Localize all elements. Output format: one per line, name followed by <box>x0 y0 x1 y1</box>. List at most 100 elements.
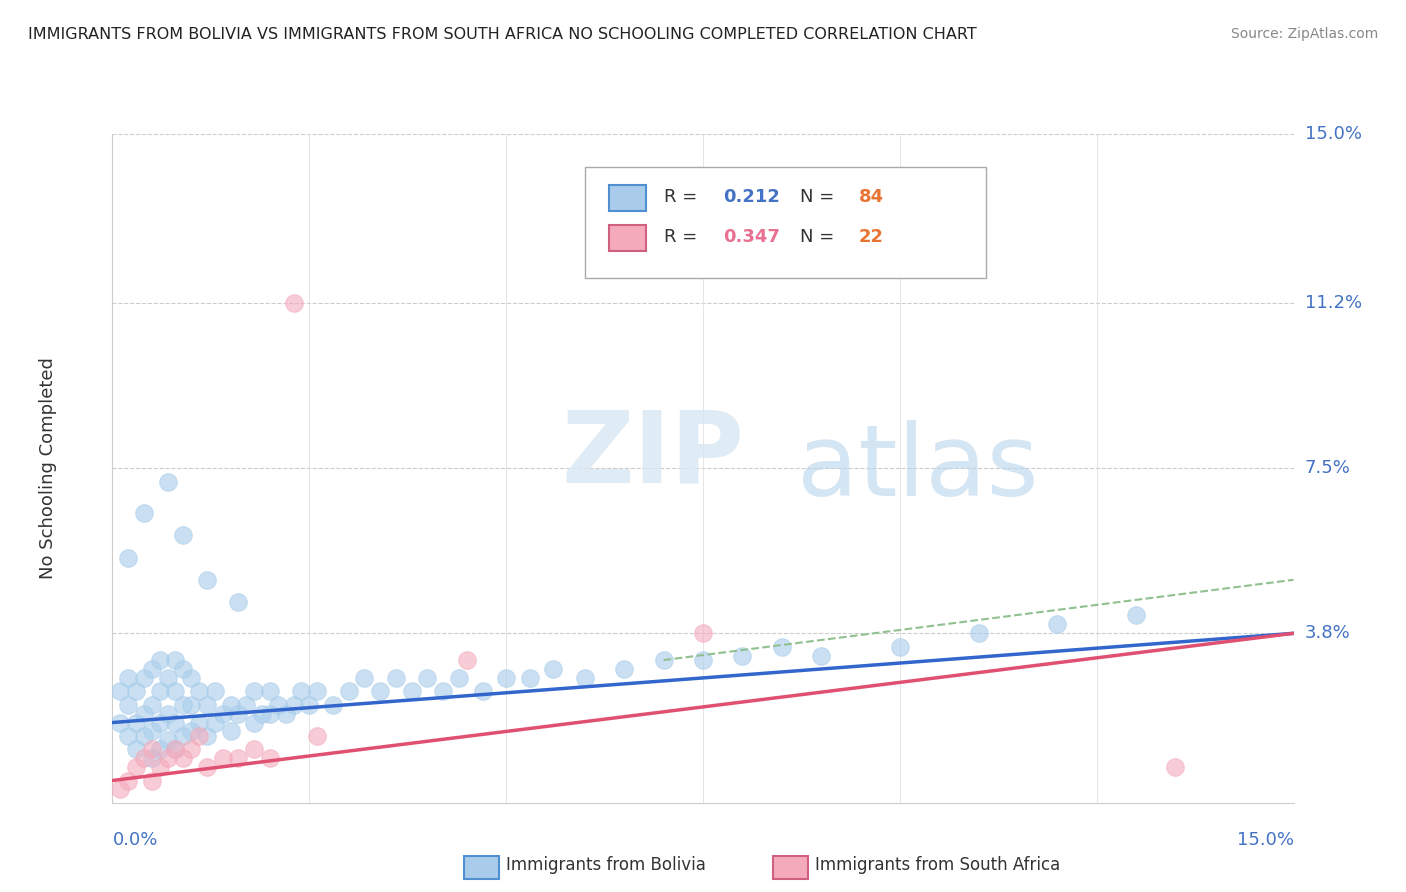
Point <box>731 648 754 663</box>
Point <box>165 653 187 667</box>
Point <box>290 684 312 698</box>
Text: 22: 22 <box>859 228 884 246</box>
Text: 15.0%: 15.0% <box>1236 830 1294 848</box>
Point <box>141 662 163 676</box>
Point <box>574 671 596 685</box>
Point <box>298 698 321 712</box>
Point <box>211 706 233 721</box>
Point <box>132 506 155 520</box>
Text: Source: ZipAtlas.com: Source: ZipAtlas.com <box>1230 27 1378 41</box>
Point <box>156 751 179 765</box>
Point <box>141 724 163 739</box>
Point <box>219 724 242 739</box>
Point <box>259 751 281 765</box>
Point <box>432 684 454 698</box>
Text: R =: R = <box>664 228 703 246</box>
Point <box>165 742 187 756</box>
Point <box>368 684 391 698</box>
Point <box>125 684 148 698</box>
Text: R =: R = <box>664 188 703 206</box>
Point <box>195 698 218 712</box>
FancyBboxPatch shape <box>585 168 987 277</box>
Point <box>132 751 155 765</box>
Point <box>141 773 163 788</box>
Point <box>117 671 139 685</box>
Text: 7.5%: 7.5% <box>1305 459 1351 477</box>
Point <box>447 671 470 685</box>
Point <box>156 671 179 685</box>
Point <box>322 698 344 712</box>
Point <box>250 706 273 721</box>
Text: No Schooling Completed: No Schooling Completed <box>38 358 56 579</box>
Point <box>243 715 266 730</box>
FancyBboxPatch shape <box>609 225 647 251</box>
Point <box>165 715 187 730</box>
Point <box>180 742 202 756</box>
Point <box>967 626 990 640</box>
Point <box>456 653 478 667</box>
Text: N =: N = <box>800 228 839 246</box>
Point <box>180 724 202 739</box>
Point <box>110 715 132 730</box>
Point <box>519 671 541 685</box>
Point <box>125 760 148 774</box>
Text: Immigrants from Bolivia: Immigrants from Bolivia <box>506 856 706 874</box>
Point <box>156 733 179 747</box>
Point <box>543 662 565 676</box>
Text: atlas: atlas <box>797 420 1039 516</box>
Point <box>149 760 172 774</box>
FancyBboxPatch shape <box>609 185 647 211</box>
Point <box>172 729 194 743</box>
Point <box>1125 608 1147 623</box>
Point <box>353 671 375 685</box>
Point <box>1046 617 1069 632</box>
Point <box>132 706 155 721</box>
Point <box>1164 760 1187 774</box>
Text: 0.212: 0.212 <box>723 188 780 206</box>
Point <box>211 751 233 765</box>
Point <box>692 653 714 667</box>
Point <box>149 742 172 756</box>
Point <box>195 573 218 587</box>
Point <box>235 698 257 712</box>
Point <box>770 640 793 654</box>
Point <box>188 684 211 698</box>
Point <box>125 742 148 756</box>
Point <box>337 684 360 698</box>
Point <box>889 640 911 654</box>
Point <box>243 742 266 756</box>
Point <box>172 751 194 765</box>
Point <box>204 684 226 698</box>
Point <box>228 706 250 721</box>
Point <box>172 698 194 712</box>
Point <box>188 729 211 743</box>
Point <box>228 595 250 609</box>
Point <box>110 684 132 698</box>
Point <box>283 698 305 712</box>
Point <box>180 671 202 685</box>
Point <box>165 742 187 756</box>
Point <box>416 671 439 685</box>
Point <box>156 706 179 721</box>
Point <box>117 729 139 743</box>
Point <box>132 671 155 685</box>
Point <box>156 475 179 489</box>
Point <box>243 684 266 698</box>
Point <box>188 715 211 730</box>
Point <box>172 528 194 542</box>
Point <box>117 550 139 565</box>
Point <box>267 698 290 712</box>
Point <box>692 626 714 640</box>
Point <box>613 662 636 676</box>
Point <box>307 729 329 743</box>
Point <box>228 751 250 765</box>
Point <box>204 715 226 730</box>
Text: IMMIGRANTS FROM BOLIVIA VS IMMIGRANTS FROM SOUTH AFRICA NO SCHOOLING COMPLETED C: IMMIGRANTS FROM BOLIVIA VS IMMIGRANTS FR… <box>28 27 977 42</box>
Text: 84: 84 <box>859 188 884 206</box>
Point <box>259 684 281 698</box>
Point <box>195 729 218 743</box>
Point <box>125 715 148 730</box>
Point <box>172 662 194 676</box>
Point <box>117 698 139 712</box>
Text: Immigrants from South Africa: Immigrants from South Africa <box>815 856 1060 874</box>
